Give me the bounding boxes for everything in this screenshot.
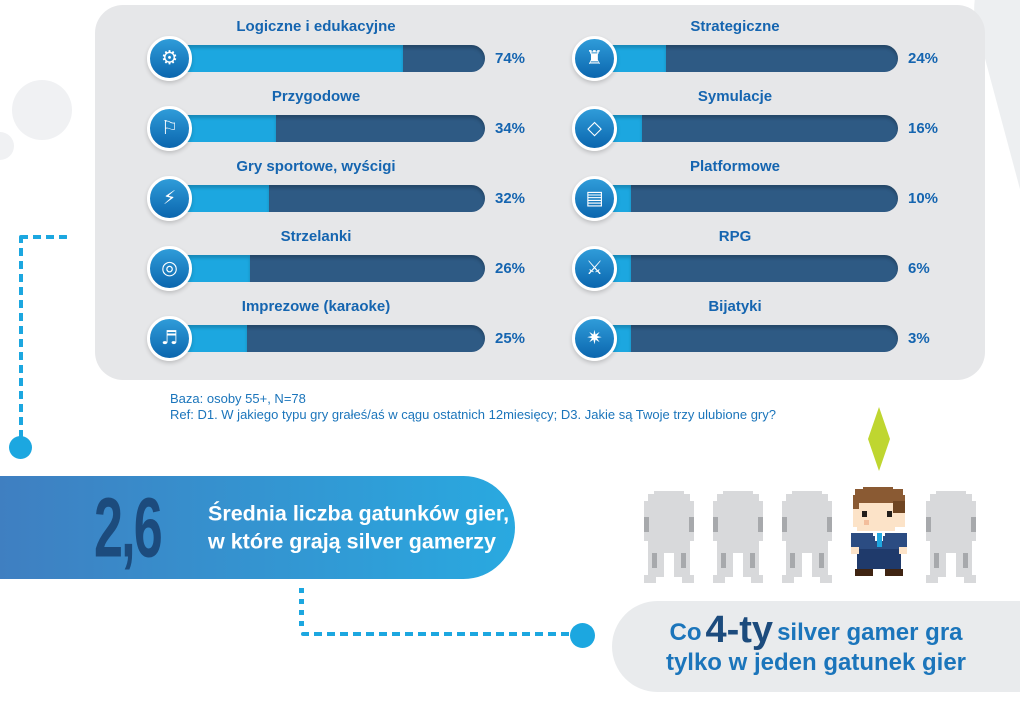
bar-row: ♜ 24% [572,36,952,81]
bar-group: RPG ⚔ 6% [572,227,952,297]
bar-track [168,185,485,212]
average-value: 2,6 [94,480,163,574]
bar-group: Logiczne i edukacyjne ⚙ 74% [147,17,539,87]
bar-track [593,115,898,142]
bar-group: Symulacje ◇ 16% [572,87,952,157]
connector-dash-left-vertical [19,235,23,438]
connector-dots-bottom-vertical [299,588,304,632]
bar-row: ◎ 26% [147,246,539,291]
pixel-person-gray [780,491,834,585]
bar-label: Symulacje [697,88,773,105]
chart-panel: Logiczne i edukacyjne ⚙ 74% Przygodowe ⚐… [95,5,985,380]
microphone-icon: ♬ [147,316,192,361]
quarter-highlight: 4-ty [705,609,774,651]
bar-row: ⚡ 32% [147,176,539,221]
average-caption: Średnia liczba gatunków gier, w które gr… [208,499,509,556]
bar-percentage: 3% [908,330,930,347]
sword-icon: ⚔ [572,246,617,291]
bar-label: Strzelanki [280,228,352,245]
pixel-people-row [642,486,978,585]
bar-group: Imprezowe (karaoke) ♬ 25% [147,297,539,367]
bar-percentage: 74% [495,50,526,67]
bar-group: Strzelanki ◎ 26% [147,227,539,297]
bar-label: Imprezowe (karaoke) [241,298,391,315]
connector-dot-left [9,436,32,459]
bars-columns: Logiczne i edukacyjne ⚙ 74% Przygodowe ⚐… [147,17,952,367]
bar-row: ✷ 3% [572,316,952,361]
average-banner: 2,6 Średnia liczba gatunków gier, w któr… [0,476,515,579]
quarter-fact-box: Co 4-ty silver gamer gra tylko w jeden gat… [612,601,1020,692]
bar-track [593,45,898,72]
map-icon: ⚐ [147,106,192,151]
bar-label: Platformowe [689,158,780,175]
bar-group: Gry sportowe, wyścigi ⚡ 32% [147,157,539,227]
bar-fill [168,45,403,72]
bars-column-right: Strategiczne ♜ 24% Symulacje ◇ 16% Platf… [572,17,952,367]
bar-percentage: 26% [495,260,526,277]
platform-icon: ▤ [572,176,617,221]
bar-row: ⚙ 74% [147,36,539,81]
bar-track [168,255,485,282]
bar-percentage: 25% [495,330,526,347]
plumbob-icon: ◇ [572,106,617,151]
bar-percentage: 34% [495,120,526,137]
pixel-person-gray [924,491,978,585]
bar-row: ▤ 10% [572,176,952,221]
bar-percentage: 32% [495,190,526,207]
bar-row: ⚔ 6% [572,246,952,291]
bar-group: Platformowe ▤ 10% [572,157,952,227]
pixel-person-gray [711,491,765,585]
bar-group: Przygodowe ⚐ 34% [147,87,539,157]
bars-column-left: Logiczne i edukacyjne ⚙ 74% Przygodowe ⚐… [147,17,539,367]
bar-percentage: 24% [908,50,939,67]
brain-icon: ⚙ [147,36,192,81]
footnote-base: Baza: osoby 55+, N=78 [170,391,306,406]
bar-percentage: 6% [908,260,930,277]
footnote: Baza: osoby 55+, N=78 Ref: D1. W jakiego… [170,391,990,423]
bar-track [593,325,898,352]
plumbob-indicator-icon [868,407,890,476]
bar-label: Przygodowe [271,88,361,105]
chess-rook-icon: ♜ [572,36,617,81]
bar-track [168,115,485,142]
fist-icon: ✷ [572,316,617,361]
bar-percentage: 10% [908,190,939,207]
bar-row: ♬ 25% [147,316,539,361]
average-caption-line2: w które grają silver gamerzy [208,529,497,554]
bar-label: RPG [718,228,752,245]
bar-track [593,185,898,212]
bar-track [168,325,485,352]
bar-group: Bijatyki ✷ 3% [572,297,952,367]
bar-label: Bijatyki [708,298,762,315]
decor-circle-big [12,80,72,140]
quarter-fact-line2: tylko w jeden gatunek gier [665,649,967,676]
race-car-icon: ⚡ [147,176,192,221]
decor-circle-small [0,132,14,160]
bar-label: Strategiczne [690,18,780,35]
bar-label: Gry sportowe, wyścigi [236,158,396,175]
pixel-person-highlighted [849,487,909,585]
average-caption-line1: Średnia liczba gatunków gier, [208,501,510,526]
crosshair-icon: ◎ [147,246,192,291]
bar-row: ◇ 16% [572,106,952,151]
bar-label: Logiczne i edukacyjne [236,18,396,35]
bar-group: Strategiczne ♜ 24% [572,17,952,87]
footnote-ref: Ref: D1. W jakiego typu gry grałeś/aś w … [170,406,776,422]
connector-dash-top-left [20,235,68,239]
connector-dash-bottom-horizontal [301,632,573,636]
bar-percentage: 16% [908,120,939,137]
quarter-fact-line1: Co 4-ty silver gamer gra [669,611,963,649]
bar-track [168,45,485,72]
pixel-person-gray [642,491,696,585]
bar-row: ⚐ 34% [147,106,539,151]
quarter-prefix: Co [669,619,702,646]
quarter-suffix: silver gamer gra [777,619,963,646]
connector-dot-bottom [570,623,595,648]
bar-track [593,255,898,282]
